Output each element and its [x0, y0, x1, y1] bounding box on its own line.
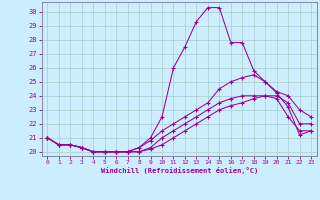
X-axis label: Windchill (Refroidissement éolien,°C): Windchill (Refroidissement éolien,°C) [100, 167, 258, 174]
